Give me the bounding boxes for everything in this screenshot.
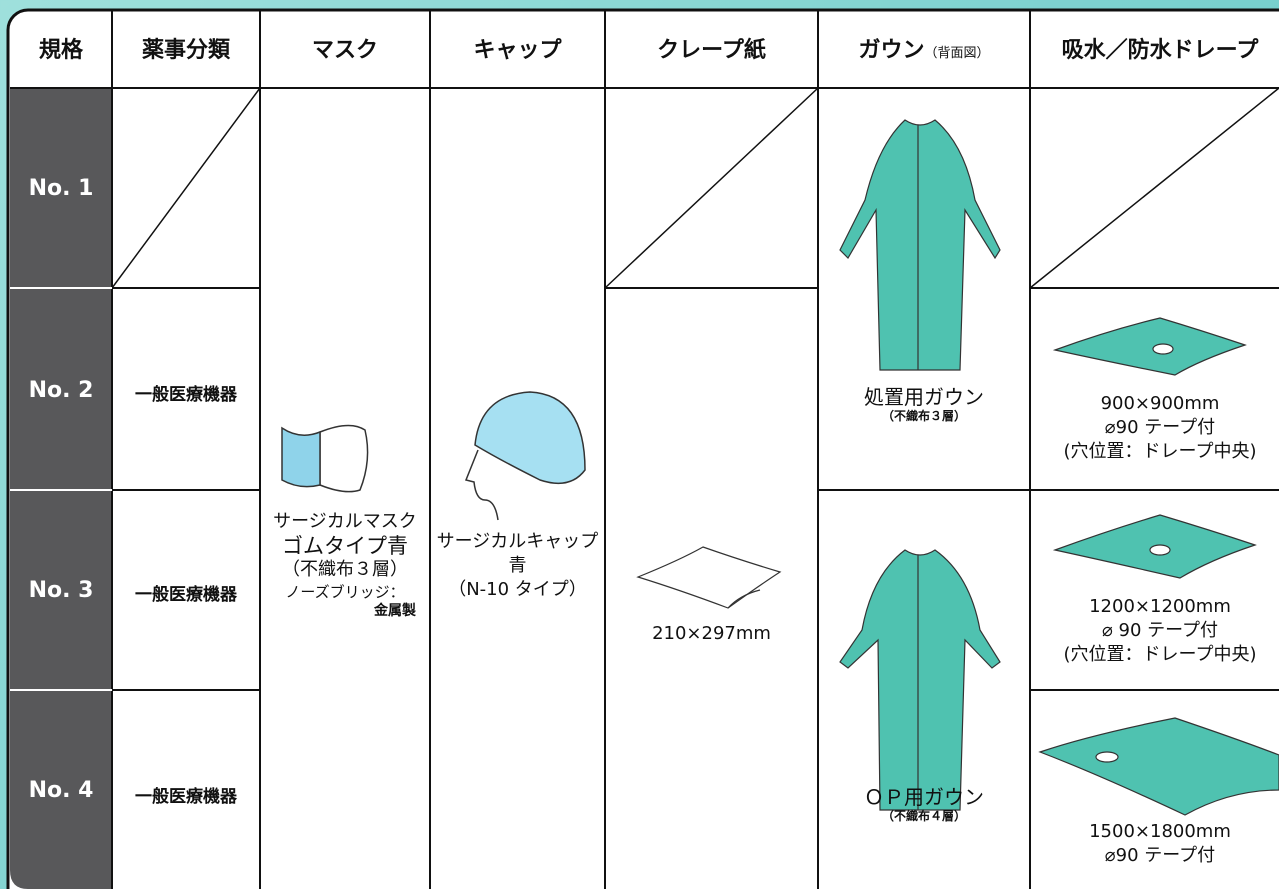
header-cell: 薬事分類 (141, 38, 230, 63)
classification: 一般医療機器 (135, 385, 237, 405)
text-line: ⌀90 テープ付 (1104, 417, 1216, 438)
gown-text: ＯＰ用ガウン （不織布４層） (818, 785, 1030, 823)
text-line: 金属製 (374, 603, 416, 619)
gown-illustrations (839, 119, 1001, 811)
drape-text: 1500×1800mm ⌀90 テープ付 (1030, 820, 1279, 868)
text-line: 1500×1800mm (1089, 821, 1231, 842)
crepe-illustration (636, 546, 782, 609)
crepe-text: 210×297mm (652, 623, 771, 644)
gown-name: 処置用ガウン (864, 385, 984, 409)
text-line: (穴位置：ドレープ中央) (1063, 441, 1257, 462)
gown-name: ＯＰ用ガウン (864, 785, 984, 809)
text-line: 1200×1200mm (1089, 596, 1231, 617)
label-column (10, 88, 112, 889)
gown-note: （不織布４層） (881, 809, 966, 823)
text-line: （N-10 タイプ） (448, 579, 587, 600)
cap-text: サージカルキャップ 青 （N-10 タイプ） (430, 530, 605, 602)
mask-text: サージカルマスク ゴムタイプ青 （不織布３層） ノーズブリッジ： 金属製 (260, 510, 430, 620)
text-line: (穴位置：ドレープ中央) (1063, 644, 1257, 665)
classification: 一般医療機器 (135, 787, 237, 807)
header-cell: ガウン（背面図） (818, 32, 1030, 64)
text-line: サージカルマスク (273, 511, 417, 532)
header-cell: 吸水／防水ドレープ (1061, 38, 1259, 63)
drape-text: 1200×1200mm ⌀ 90 テープ付 (穴位置：ドレープ中央) (1030, 595, 1279, 667)
drape-text: 900×900mm ⌀90 テープ付 (穴位置：ドレープ中央) (1030, 392, 1279, 464)
gown-note: （不織布３層） (881, 409, 966, 423)
text-line: ノーズブリッジ： (285, 583, 405, 601)
text-line: ⌀ 90 テープ付 (1101, 620, 1219, 641)
header-cell: マスク (311, 38, 378, 63)
text-line: 青 (508, 555, 527, 576)
header-note: （背面図） (924, 46, 990, 61)
row-label: No. 2 (28, 378, 94, 403)
gown-text: 処置用ガウン （不織布３層） (818, 385, 1030, 423)
classification: 一般医療機器 (135, 585, 237, 605)
mask-illustration (281, 424, 369, 493)
cap-illustration (464, 391, 586, 521)
header-cell: クレープ紙 (657, 38, 766, 63)
header-text: ガウン (858, 38, 925, 63)
grid (10, 10, 1279, 889)
text-line: サージカルキャップ (436, 531, 599, 552)
text-line: （不織布３層） (282, 559, 408, 580)
header-cell: 規格 (38, 38, 83, 63)
label-separators (10, 287, 112, 691)
text-line: 900×900mm (1100, 393, 1220, 414)
text-line: ゴムタイプ青 (282, 534, 408, 558)
header-cell: キャップ (473, 38, 562, 63)
text-line: ⌀90 テープ付 (1104, 845, 1216, 866)
row-label: No. 1 (28, 176, 94, 201)
row-label: No. 4 (28, 778, 94, 803)
row-label: No. 3 (28, 578, 94, 603)
drape-illustrations (1038, 317, 1279, 816)
